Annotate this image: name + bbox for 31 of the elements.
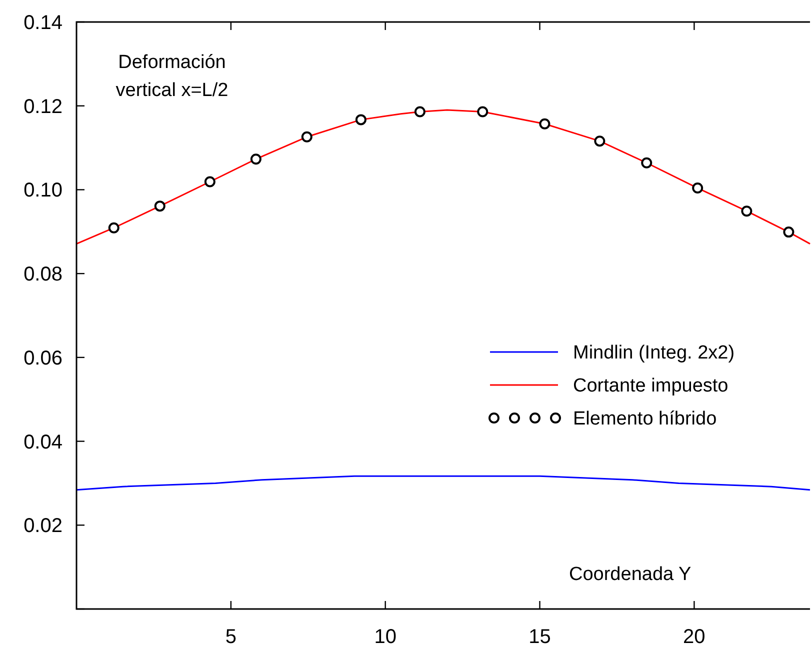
y-axis-title: Deformación vertical x=L/2 bbox=[116, 52, 228, 101]
x-axis-title: Coordenada Y bbox=[569, 564, 692, 585]
x-tick-label: 15 bbox=[528, 626, 551, 646]
point bbox=[692, 182, 704, 194]
legend-label: Mindlin (Integ. 2x2) bbox=[573, 342, 735, 364]
y-tick-label: 0.10 bbox=[24, 180, 62, 202]
point bbox=[783, 226, 794, 238]
y-tick-label: 0.12 bbox=[24, 96, 62, 118]
y-tick-label: 0.06 bbox=[24, 347, 62, 370]
y-tick-label: 0.02 bbox=[24, 515, 62, 538]
point bbox=[641, 157, 652, 168]
x-tick-label: 5 bbox=[225, 626, 236, 646]
x-tick-label: 10 bbox=[374, 626, 396, 646]
line-series bbox=[76, 475, 811, 491]
point bbox=[204, 176, 216, 188]
y-tick-label: 0.14 bbox=[24, 12, 62, 34]
point bbox=[414, 106, 426, 118]
legend-label: Cortante impuesto bbox=[573, 376, 728, 397]
point bbox=[477, 106, 488, 118]
point bbox=[539, 118, 550, 130]
y-tick-label: 0.04 bbox=[24, 431, 62, 454]
point bbox=[301, 131, 312, 142]
point bbox=[594, 136, 606, 147]
point bbox=[741, 206, 752, 217]
x-tick-label: 20 bbox=[683, 626, 706, 646]
point bbox=[108, 222, 120, 234]
point bbox=[154, 200, 166, 212]
point bbox=[355, 114, 366, 126]
point bbox=[250, 154, 262, 165]
y-tick-label: 0.08 bbox=[24, 264, 62, 286]
legend-label: Elemento híbrido bbox=[573, 408, 717, 430]
